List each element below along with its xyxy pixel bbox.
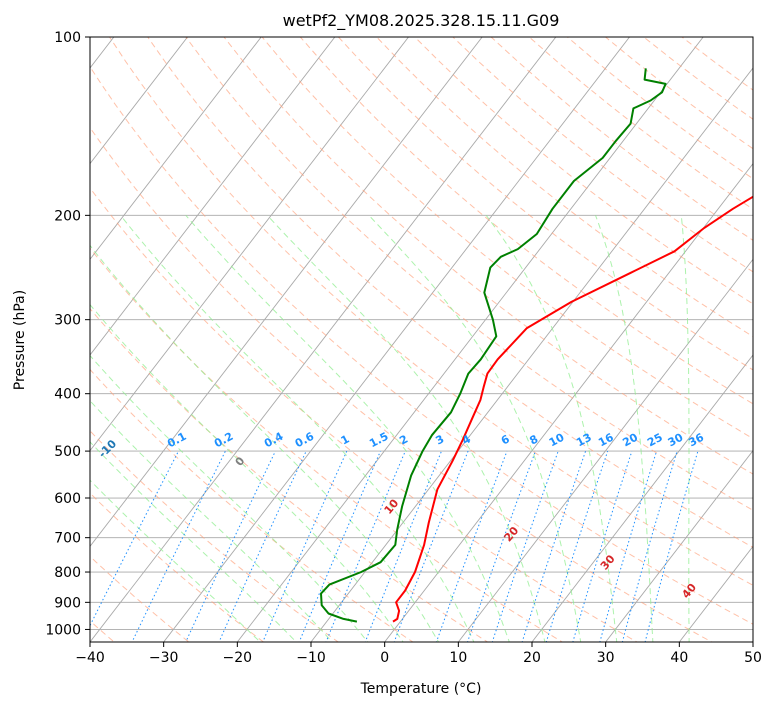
x-tick-label: −30 [149,650,179,666]
moist-adiabat-line [90,479,261,642]
dry-adiabat-line [90,65,753,625]
mixing-ratio-line [491,450,559,642]
mixing-ratio-line [621,450,678,642]
dry-adiabat-line [90,368,414,642]
x-tick-label: −20 [223,650,253,666]
mixing-ratio-line [467,450,536,642]
dry-adiabat-line [90,247,564,642]
mixing-ratio-line [298,450,381,642]
isotherm-line [90,37,410,452]
y-tick-label: 200 [54,208,81,224]
moist-adiabat-line [90,303,404,642]
y-tick-label: 300 [54,313,81,329]
moist-adiabat-line [266,214,546,642]
x-tick-label: 0 [380,650,389,666]
mixing-ratio-line [644,450,699,642]
dry-adiabat-line [90,430,340,642]
moist-adiabat-line [90,400,333,642]
mixing-ratio-label: 13 [574,431,594,450]
moist-adiabat-line [680,215,690,642]
y-tick-label: 500 [54,444,81,460]
moist-adiabat-line [485,215,618,642]
x-axis-label: Temperature (°C) [360,681,482,697]
moist-adiabat-line [90,354,369,642]
axis-ticks: −40 −30 −20 −10 0 10 20 30 40 50 100 200 300 400 500 60… [45,30,762,666]
dry-adiabat-line [90,126,713,642]
isotherm-line [310,67,753,642]
mixing-ratio-label: 30 [666,431,686,450]
isotherm-line [457,258,753,642]
dry-adiabat-line [90,307,489,642]
y-tick-label: 600 [54,491,81,507]
plot-frame [89,36,754,643]
line-labels: 0.10.20.40.611.52346810131620253036-100-… [96,430,706,601]
dry-adiabat-line [299,37,753,405]
isotherm-line [605,449,753,642]
mixing-ratio-line [599,450,658,642]
mixing-ratio-line [262,450,348,642]
moist-adiabat-line [368,214,582,642]
y-tick-label: 1000 [45,622,81,638]
moist-adiabat-line [595,215,654,642]
x-tick-label: 40 [670,650,688,666]
isotherm-line [236,37,704,642]
x-tick-label: 10 [449,650,467,666]
x-tick-label: 20 [523,650,541,666]
dewpoint-profile-line [320,68,667,623]
temperature-profile-line [392,195,753,623]
moist-adiabat-line [120,214,475,642]
mixing-ratio-label: 36 [686,431,706,450]
y-tick-label: 800 [54,565,81,581]
isotherm-line [90,37,483,548]
x-tick-label: 50 [744,650,762,666]
x-tick-label: 30 [597,650,615,666]
isotherm-line [90,37,336,356]
mixing-ratio-line [572,450,633,642]
moist-adiabat-line [90,441,297,642]
y-tick-label: 100 [54,30,81,46]
isotherm-line [531,354,753,642]
dry-adiabat-line [108,37,753,586]
dry-adiabat-line [185,37,753,511]
mixing-ratio-label: 16 [596,431,616,450]
background-lines [90,37,753,642]
mixing-ratio-label: 20 [620,431,640,450]
isotherm-line [90,37,189,165]
x-tick-label: −10 [296,650,326,666]
mixing-ratio-line [185,450,276,642]
mixing-ratio-line [325,450,406,642]
mixing-ratio-line [521,450,587,642]
mixing-ratio-label: 10 [547,431,567,450]
dry-adiabat-line [90,492,265,642]
isotherm-line [90,37,262,261]
isotherm-line [384,162,753,642]
y-tick-label: 700 [54,531,81,547]
dry-adiabat-line [147,37,753,548]
dry-adiabat-line [414,37,753,305]
y-tick-label: 900 [54,595,81,611]
y-axis-label: Pressure (hPa) [12,290,28,390]
mixing-ratio-label: 25 [645,431,665,450]
y-tick-label: 400 [54,387,81,403]
dry-adiabat-line [90,187,639,642]
x-tick-label: −40 [75,650,105,666]
moist-adiabat-line [90,244,440,642]
chart-title: wetPf2_YM08.2025.328.15.11.G09 [283,11,560,31]
moist-adiabat-line [185,214,510,642]
series-layer [320,68,753,623]
dry-adiabat-line [337,37,753,371]
isotherm-line [90,37,557,642]
mixing-ratio-line [131,450,226,642]
